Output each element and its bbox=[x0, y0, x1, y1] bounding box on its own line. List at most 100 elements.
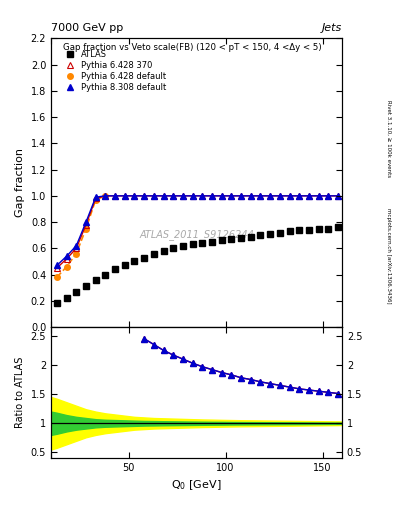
Pythia 8.308 default bbox=[307, 193, 311, 199]
ATLAS bbox=[248, 233, 253, 240]
Pythia 6.428 370 bbox=[316, 193, 321, 199]
Pythia 8.308 default bbox=[103, 193, 108, 199]
Pythia 8.308 default bbox=[113, 193, 118, 199]
Pythia 6.428 370 bbox=[93, 196, 98, 202]
ATLAS bbox=[258, 232, 263, 238]
Pythia 6.428 370 bbox=[248, 193, 253, 199]
ATLAS bbox=[93, 276, 98, 283]
Pythia 6.428 370 bbox=[287, 193, 292, 199]
Pythia 8.308 default bbox=[84, 219, 88, 225]
Pythia 6.428 370 bbox=[336, 193, 340, 199]
Y-axis label: Ratio to ATLAS: Ratio to ATLAS bbox=[15, 357, 25, 429]
Pythia 8.308 default bbox=[229, 193, 234, 199]
Text: Rivet 3.1.10, ≥ 100k events: Rivet 3.1.10, ≥ 100k events bbox=[386, 100, 391, 177]
Pythia 6.428 370 bbox=[64, 255, 69, 262]
Pythia 6.428 370 bbox=[161, 193, 166, 199]
Pythia 6.428 370 bbox=[103, 193, 108, 199]
ATLAS bbox=[316, 226, 321, 232]
Pythia 6.428 default bbox=[55, 274, 59, 280]
ATLAS bbox=[239, 234, 243, 241]
Text: ATLAS_2011_S9126244: ATLAS_2011_S9126244 bbox=[139, 229, 254, 240]
Pythia 6.428 370 bbox=[74, 245, 79, 251]
Text: 7000 GeV pp: 7000 GeV pp bbox=[51, 23, 123, 33]
ATLAS bbox=[229, 236, 234, 242]
ATLAS bbox=[219, 238, 224, 244]
Pythia 6.428 370 bbox=[122, 193, 127, 199]
ATLAS bbox=[151, 250, 156, 257]
Pythia 6.428 370 bbox=[113, 193, 118, 199]
Line: Pythia 6.428 default: Pythia 6.428 default bbox=[54, 193, 108, 280]
Pythia 8.308 default bbox=[142, 193, 147, 199]
Pythia 8.308 default bbox=[171, 193, 176, 199]
ATLAS bbox=[200, 240, 205, 246]
Line: Pythia 6.428 370: Pythia 6.428 370 bbox=[54, 193, 341, 271]
Pythia 8.308 default bbox=[297, 193, 301, 199]
Pythia 8.308 default bbox=[277, 193, 282, 199]
ATLAS bbox=[287, 228, 292, 234]
Pythia 6.428 370 bbox=[326, 193, 331, 199]
ATLAS bbox=[64, 295, 69, 301]
Pythia 6.428 default bbox=[84, 226, 88, 232]
Pythia 6.428 370 bbox=[190, 193, 195, 199]
ATLAS bbox=[326, 226, 331, 232]
Pythia 8.308 default bbox=[190, 193, 195, 199]
Pythia 6.428 370 bbox=[307, 193, 311, 199]
Pythia 8.308 default bbox=[161, 193, 166, 199]
Pythia 8.308 default bbox=[248, 193, 253, 199]
Legend: ATLAS, Pythia 6.428 370, Pythia 6.428 default, Pythia 8.308 default: ATLAS, Pythia 6.428 370, Pythia 6.428 de… bbox=[61, 48, 168, 94]
Text: Jets: Jets bbox=[321, 23, 342, 33]
ATLAS bbox=[209, 239, 214, 245]
ATLAS bbox=[277, 229, 282, 236]
Pythia 8.308 default bbox=[93, 194, 98, 200]
Line: Pythia 8.308 default: Pythia 8.308 default bbox=[54, 193, 341, 268]
Pythia 8.308 default bbox=[239, 193, 243, 199]
X-axis label: Q$_0$ [GeV]: Q$_0$ [GeV] bbox=[171, 479, 222, 493]
Pythia 8.308 default bbox=[268, 193, 272, 199]
Text: mcplots.cern.ch [arXiv:1306.3436]: mcplots.cern.ch [arXiv:1306.3436] bbox=[386, 208, 391, 304]
Pythia 6.428 370 bbox=[297, 193, 301, 199]
ATLAS bbox=[336, 224, 340, 230]
Pythia 6.428 370 bbox=[258, 193, 263, 199]
Pythia 8.308 default bbox=[151, 193, 156, 199]
Pythia 6.428 370 bbox=[132, 193, 137, 199]
Pythia 8.308 default bbox=[336, 193, 340, 199]
ATLAS bbox=[171, 245, 176, 251]
Pythia 8.308 default bbox=[287, 193, 292, 199]
Pythia 6.428 default bbox=[64, 264, 69, 270]
Pythia 6.428 370 bbox=[277, 193, 282, 199]
Pythia 6.428 default bbox=[74, 250, 79, 257]
Text: Gap fraction vs Veto scale(FB) (120 < pT < 150, 4 <Δy < 5): Gap fraction vs Veto scale(FB) (120 < pT… bbox=[63, 42, 321, 52]
Pythia 6.428 370 bbox=[219, 193, 224, 199]
ATLAS bbox=[132, 259, 137, 265]
Pythia 8.308 default bbox=[180, 193, 185, 199]
Pythia 8.308 default bbox=[258, 193, 263, 199]
Pythia 8.308 default bbox=[64, 253, 69, 259]
Pythia 6.428 370 bbox=[200, 193, 205, 199]
Pythia 6.428 370 bbox=[209, 193, 214, 199]
Pythia 6.428 370 bbox=[180, 193, 185, 199]
ATLAS bbox=[190, 241, 195, 247]
Pythia 6.428 370 bbox=[55, 265, 59, 271]
ATLAS bbox=[297, 227, 301, 233]
Pythia 8.308 default bbox=[200, 193, 205, 199]
ATLAS bbox=[180, 243, 185, 249]
ATLAS bbox=[142, 254, 147, 261]
Pythia 6.428 370 bbox=[268, 193, 272, 199]
Pythia 8.308 default bbox=[316, 193, 321, 199]
ATLAS bbox=[84, 283, 88, 289]
ATLAS bbox=[113, 266, 118, 272]
Pythia 6.428 default bbox=[93, 197, 98, 203]
Pythia 8.308 default bbox=[219, 193, 224, 199]
Pythia 8.308 default bbox=[122, 193, 127, 199]
Pythia 8.308 default bbox=[132, 193, 137, 199]
ATLAS bbox=[103, 271, 108, 278]
ATLAS bbox=[307, 227, 311, 233]
Pythia 8.308 default bbox=[209, 193, 214, 199]
Pythia 6.428 370 bbox=[142, 193, 147, 199]
Y-axis label: Gap fraction: Gap fraction bbox=[15, 148, 25, 217]
ATLAS bbox=[268, 231, 272, 237]
Pythia 6.428 370 bbox=[151, 193, 156, 199]
Pythia 6.428 370 bbox=[229, 193, 234, 199]
ATLAS bbox=[161, 248, 166, 254]
Pythia 6.428 370 bbox=[171, 193, 176, 199]
